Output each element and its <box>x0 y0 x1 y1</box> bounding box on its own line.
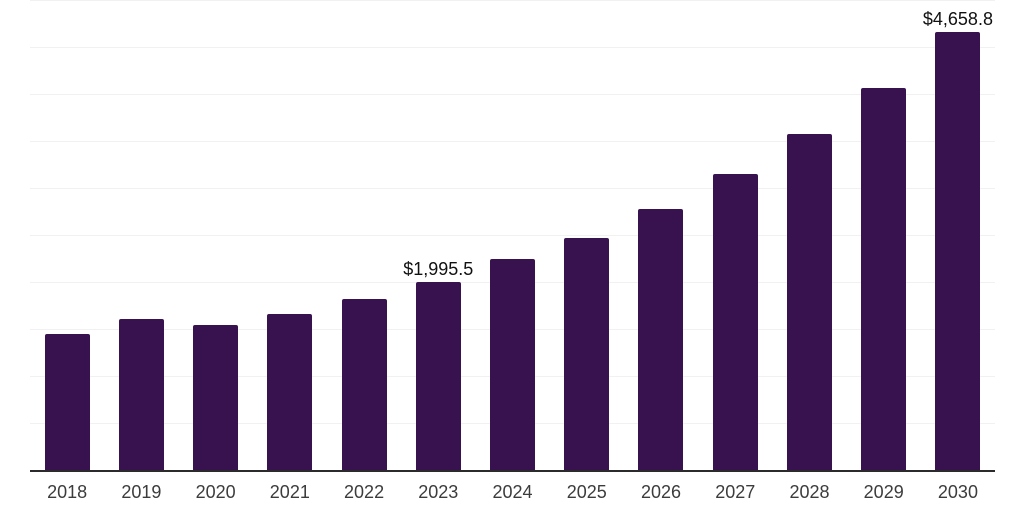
bar-cell-2022 <box>327 0 401 470</box>
bar-2020[interactable] <box>193 325 239 470</box>
x-tick-label-2023: 2023 <box>418 481 459 502</box>
value-label-2023: $1,995.5 <box>403 259 474 280</box>
bar-2022[interactable] <box>341 299 387 470</box>
bar-cell-2020 <box>178 0 252 470</box>
value-label-2030: $4,658.8 <box>922 9 993 30</box>
bar-2029[interactable] <box>861 87 907 470</box>
bar-cell-2030: $4,658.8 <box>921 0 995 470</box>
x-tick-label-2025: 2025 <box>566 481 607 502</box>
bar-cell-2018 <box>30 0 104 470</box>
x-tick-label-2022: 2022 <box>344 481 385 502</box>
x-tick-label-2030: 2030 <box>937 481 978 502</box>
bar-cell-2029 <box>847 0 921 470</box>
x-tick-label-2028: 2028 <box>789 481 830 502</box>
bar-2026[interactable] <box>638 208 684 470</box>
x-tick-label-2019: 2019 <box>121 481 162 502</box>
bar-2019[interactable] <box>118 318 164 470</box>
bar-cell-2023: $1,995.5 <box>401 0 475 470</box>
bar-2027[interactable] <box>712 174 758 470</box>
x-tick-label-2021: 2021 <box>269 481 310 502</box>
x-tick-label-2029: 2029 <box>863 481 904 502</box>
bar-2025[interactable] <box>564 237 610 470</box>
x-tick-label-2020: 2020 <box>195 481 236 502</box>
bar-cell-2025 <box>550 0 624 470</box>
x-tick-label-2018: 2018 <box>47 481 88 502</box>
bar-cell-2019 <box>104 0 178 470</box>
x-tick-label-2026: 2026 <box>640 481 682 502</box>
bar-2024[interactable] <box>490 259 536 470</box>
bar-cell-2024 <box>475 0 549 470</box>
bar-2028[interactable] <box>786 133 832 470</box>
bar-cell-2021 <box>253 0 327 470</box>
bar-cell-2027 <box>698 0 772 470</box>
x-axis-labels: 2018 2019 2020 2021 2022 2023 2024 2025 2026 2027… <box>30 472 995 512</box>
bar-cell-2028 <box>772 0 846 470</box>
x-tick-label-2024: 2024 <box>492 481 533 502</box>
bar-2021[interactable] <box>267 313 313 470</box>
bars: $1,995.5 $4,658.8 <box>30 0 995 470</box>
plot-area: $1,995.5 $4,658.8 <box>30 0 995 472</box>
x-tick-label-2027: 2027 <box>715 481 756 502</box>
bar-2018[interactable] <box>44 334 90 470</box>
bar-cell-2026 <box>624 0 698 470</box>
bar-2030[interactable] <box>935 32 981 470</box>
bar-2023[interactable] <box>415 282 461 470</box>
